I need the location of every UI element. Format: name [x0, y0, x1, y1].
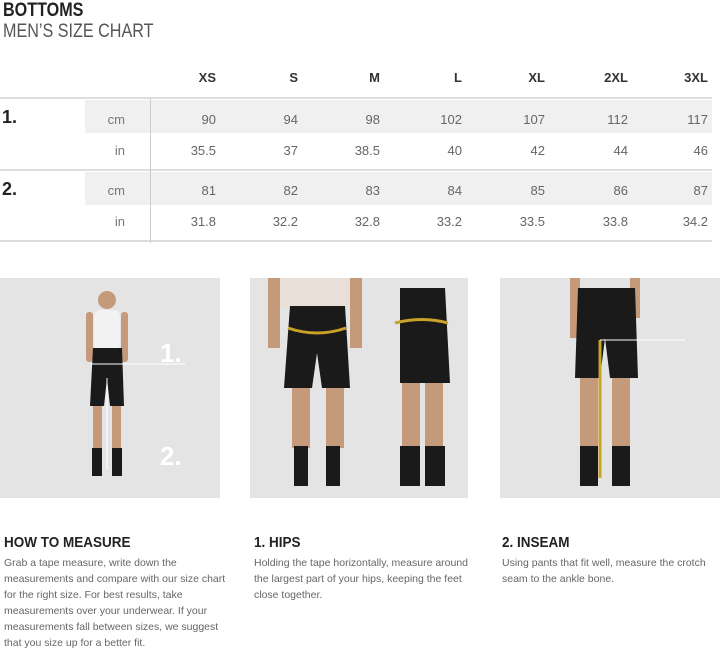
- table-cell: 46: [693, 143, 708, 158]
- row-label: 1.: [2, 107, 18, 127]
- section-heading: HOW TO MEASURE: [4, 534, 131, 551]
- person-figure: [86, 291, 185, 476]
- table-cell: 33.2: [436, 214, 462, 229]
- table-cell: 87: [693, 183, 708, 198]
- size-header-0: XS: [198, 70, 216, 85]
- divider: [0, 97, 712, 99]
- row-label: 2.: [2, 179, 18, 199]
- table-cell: 35.5: [190, 143, 216, 158]
- table-cell: 90: [201, 112, 216, 127]
- size-header-3: L: [454, 70, 462, 85]
- section-text: Grab a tape measure, write down the meas…: [4, 557, 226, 649]
- page-subtitle: MEN’S SIZE CHART: [3, 21, 154, 42]
- table-cell: 32.2: [272, 214, 298, 229]
- unit-label: cm: [107, 112, 125, 127]
- table-cell: 107: [523, 112, 545, 127]
- table-cell: 84: [447, 183, 462, 198]
- table-cell: 44: [613, 143, 628, 158]
- size-header-5: 2XL: [604, 70, 628, 85]
- table-cell: 37: [283, 143, 298, 158]
- inseam-measure-figure: [570, 278, 685, 486]
- photo-inseam: [500, 278, 720, 498]
- table-cell: 32.8: [354, 214, 380, 229]
- page-title: BOTTOMS: [3, 0, 84, 21]
- divider: [0, 240, 712, 242]
- table-cell: 98: [365, 112, 380, 127]
- table-cell: 42: [530, 143, 545, 158]
- table-cell: 33.8: [602, 214, 628, 229]
- table-cell: 94: [283, 112, 298, 127]
- unit-label: cm: [107, 183, 125, 198]
- divider: [150, 98, 151, 243]
- unit-label: in: [114, 143, 125, 158]
- table-cell: 85: [530, 183, 545, 198]
- overlay-label-inseam: 2.: [160, 441, 182, 471]
- size-header-6: 3XL: [684, 70, 708, 85]
- table-cell: 117: [687, 112, 708, 127]
- size-header-2: M: [369, 70, 380, 85]
- row-band: [85, 100, 712, 133]
- table-cell: 31.8: [190, 214, 216, 229]
- table-cell: 40: [447, 143, 462, 158]
- photo-full-body: 1. 2.: [0, 278, 220, 498]
- size-header-1: S: [289, 70, 298, 85]
- table-cell: 38.5: [354, 143, 380, 158]
- table-cell: 83: [365, 183, 380, 198]
- section-text: Using pants that fit well, measure the c…: [502, 557, 706, 585]
- table-cell: 112: [607, 112, 628, 127]
- section-heading: 2. INSEAM: [502, 534, 570, 551]
- photo-hips: [250, 278, 468, 498]
- table-cell: 82: [283, 183, 298, 198]
- table-cell: 81: [201, 183, 216, 198]
- unit-label: in: [114, 214, 125, 229]
- divider: [0, 169, 712, 171]
- section-heading: 1. HIPS: [254, 534, 301, 551]
- row-band: [85, 172, 712, 205]
- table-cell: 34.2: [682, 214, 708, 229]
- size-header-4: XL: [528, 70, 545, 85]
- section-text: Holding the tape horizontally, measure a…: [254, 557, 469, 601]
- table-cell: 33.5: [519, 214, 545, 229]
- table-cell: 86: [613, 183, 628, 198]
- table-cell: 102: [440, 112, 462, 127]
- hips-measure-figures: [268, 278, 450, 486]
- overlay-label-hips: 1.: [160, 338, 182, 368]
